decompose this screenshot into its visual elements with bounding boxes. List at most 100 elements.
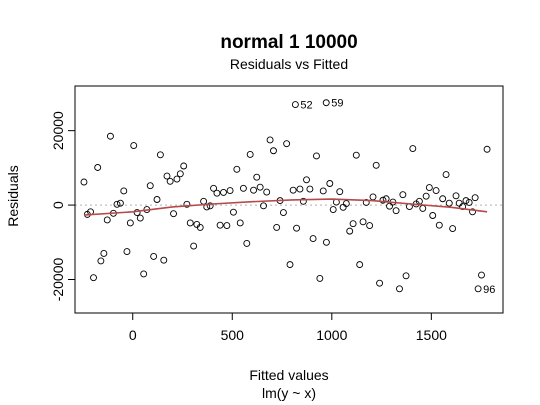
data-point xyxy=(183,200,191,208)
data-point xyxy=(349,220,357,228)
data-point xyxy=(296,185,304,193)
data-point xyxy=(190,242,198,250)
data-point xyxy=(362,199,370,206)
data-point xyxy=(429,212,437,219)
data-point xyxy=(136,214,144,222)
data-point xyxy=(293,224,301,232)
data-point xyxy=(319,187,327,195)
data-point xyxy=(474,285,482,293)
data-point xyxy=(291,101,299,109)
data-point xyxy=(243,239,251,247)
data-point xyxy=(329,206,337,213)
data-point xyxy=(100,250,108,257)
data-point xyxy=(392,207,400,215)
data-point xyxy=(173,175,181,183)
data-point xyxy=(322,238,330,246)
data-point xyxy=(140,270,148,278)
chart-subtitle: Residuals vs Fitted xyxy=(230,56,348,72)
data-point xyxy=(286,261,294,269)
data-point xyxy=(166,177,174,185)
data-point xyxy=(103,216,111,224)
data-point xyxy=(146,182,154,190)
data-point xyxy=(263,188,271,196)
data-point xyxy=(425,184,433,192)
data-point xyxy=(369,193,377,201)
data-point xyxy=(432,187,440,195)
data-point xyxy=(419,204,427,212)
data-point xyxy=(273,223,281,231)
y-axis-label: Residuals xyxy=(5,165,21,226)
data-point xyxy=(471,194,479,202)
data-point xyxy=(170,210,177,218)
data-point xyxy=(316,274,324,282)
data-point xyxy=(210,184,218,192)
data-point xyxy=(90,274,97,282)
x-axis-sublabel: lm(y ~ x) xyxy=(262,385,316,401)
y-tick-label: -20000 xyxy=(50,257,66,301)
data-point xyxy=(200,197,208,205)
x-axis: 0 500 1000 1500 xyxy=(129,312,447,343)
data-point xyxy=(216,221,224,229)
data-point xyxy=(352,151,360,159)
data-point xyxy=(113,200,121,208)
data-point xyxy=(289,186,297,194)
data-point xyxy=(186,219,194,227)
data-point xyxy=(445,199,453,207)
data-point xyxy=(153,196,161,203)
data-point xyxy=(206,202,214,210)
data-point xyxy=(366,222,374,229)
data-point xyxy=(233,165,241,173)
data-point xyxy=(250,186,258,194)
data-point xyxy=(326,180,334,187)
data-point xyxy=(483,145,491,153)
data-point xyxy=(442,171,450,179)
data-point xyxy=(213,189,221,197)
data-point xyxy=(196,223,204,231)
data-point xyxy=(386,202,393,210)
data-point xyxy=(266,136,274,144)
x-tick-label: 1500 xyxy=(416,327,447,343)
point-annotation: 52 xyxy=(300,100,312,112)
data-point xyxy=(376,279,384,287)
data-point xyxy=(106,132,114,140)
data-point xyxy=(163,172,171,180)
data-point xyxy=(336,188,344,196)
chart-title: normal 1 10000 xyxy=(220,32,357,53)
data-point xyxy=(256,183,264,191)
data-point xyxy=(126,219,134,227)
data-point xyxy=(422,192,430,200)
y-tick-label: 0 xyxy=(50,201,66,209)
data-point xyxy=(299,197,307,205)
data-point xyxy=(469,208,476,216)
data-point xyxy=(455,199,463,207)
data-point xyxy=(123,248,131,256)
data-point xyxy=(130,142,138,149)
data-point xyxy=(339,203,347,211)
data-point xyxy=(230,208,237,216)
data-point xyxy=(236,219,244,227)
data-point xyxy=(239,184,247,192)
data-point xyxy=(246,151,254,158)
data-point xyxy=(260,202,267,210)
data-point xyxy=(342,200,350,208)
data-point xyxy=(356,261,364,269)
smooth-trend-line xyxy=(83,198,488,216)
data-point xyxy=(97,257,105,265)
data-point xyxy=(359,218,367,226)
data-point xyxy=(116,199,124,207)
data-point xyxy=(465,199,473,206)
data-point xyxy=(402,272,410,280)
data-point xyxy=(150,252,158,260)
data-point xyxy=(399,191,407,199)
data-point xyxy=(435,221,443,229)
point-annotation: 96 xyxy=(483,284,495,296)
data-point xyxy=(176,170,184,178)
data-point xyxy=(396,285,403,293)
data-point xyxy=(120,187,128,195)
data-point xyxy=(409,145,417,152)
data-point xyxy=(303,176,310,184)
data-point xyxy=(306,185,314,193)
data-point xyxy=(449,225,457,232)
data-point xyxy=(379,196,387,204)
